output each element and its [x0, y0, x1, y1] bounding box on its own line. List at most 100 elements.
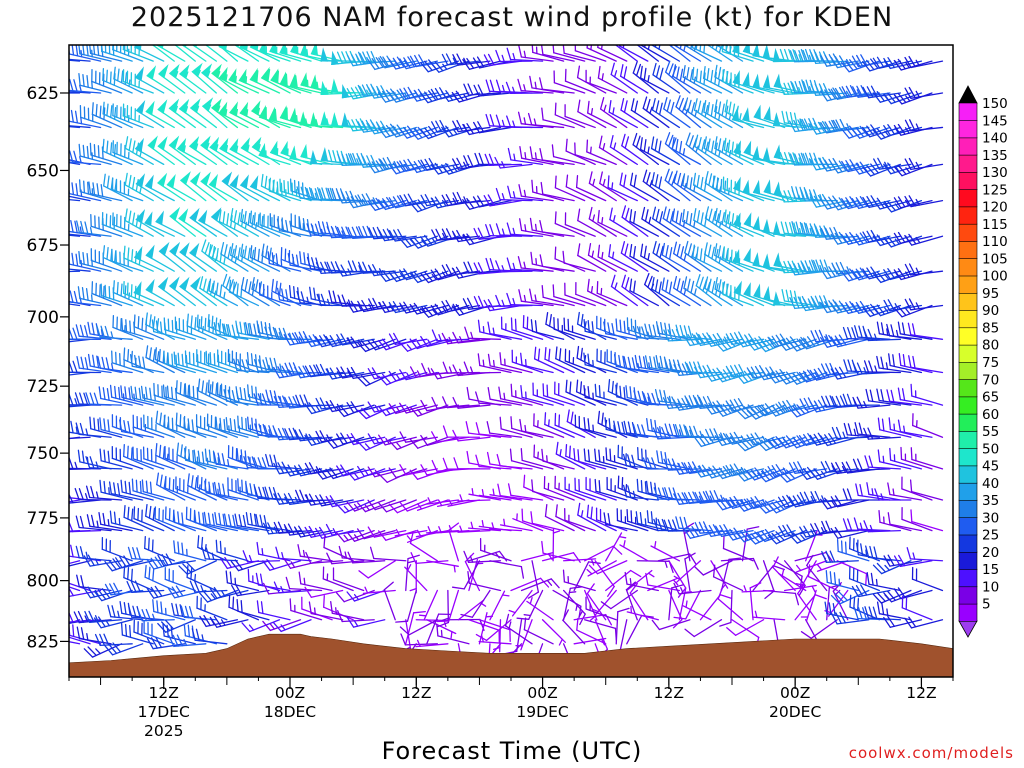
barb-staff [69, 125, 91, 129]
barb-full [57, 288, 59, 300]
barb-full [262, 359, 268, 372]
wind-barb [186, 565, 217, 592]
barb-half [139, 221, 142, 230]
wind-barb [175, 476, 207, 501]
barb-staff [90, 154, 123, 166]
barb-full [123, 245, 126, 259]
barb-staff [69, 195, 91, 202]
barb-full [42, 559, 49, 569]
barb-full [241, 359, 247, 372]
wind-barb [63, 114, 91, 129]
barb-full [166, 385, 170, 399]
barb-pennant [211, 98, 222, 113]
barb-staff [111, 362, 144, 374]
wind-barb [241, 619, 281, 633]
barb-full [109, 71, 112, 85]
barb-full [240, 208, 244, 222]
barb-full [86, 145, 89, 159]
barb-staff [153, 610, 186, 621]
barb-full [123, 565, 126, 579]
barb-full [61, 289, 63, 301]
barb-pennant [279, 105, 287, 121]
barb-full [83, 392, 89, 405]
barb-full [194, 317, 197, 331]
wind-barb [123, 565, 154, 592]
barb-full [215, 247, 219, 261]
barb-half [269, 623, 275, 630]
barb-pennant [158, 241, 170, 257]
barb-full [510, 317, 513, 331]
barb-full [228, 279, 232, 293]
barb-half [86, 633, 89, 641]
wind-barb [133, 45, 165, 62]
barb-full [69, 160, 70, 163]
barb-full [265, 245, 269, 259]
wind-barb [209, 586, 249, 599]
wind-barb [102, 138, 133, 166]
barb-full [167, 587, 176, 599]
barb-full [253, 212, 256, 226]
barb-full [83, 555, 91, 567]
barb-full [138, 387, 142, 401]
barb-staff [123, 516, 154, 532]
barb-full [120, 479, 123, 493]
wind-barb [76, 574, 112, 592]
barb-pennant [290, 45, 298, 55]
wind-barb [50, 290, 81, 307]
barb-full [70, 544, 74, 558]
barb-staff [153, 394, 186, 406]
barb-full [219, 417, 222, 431]
wind-barb [89, 416, 123, 438]
barb-full [63, 114, 66, 125]
barb-half [227, 489, 230, 498]
barb-full [190, 475, 194, 489]
barb-staff [163, 362, 196, 374]
barb-full [151, 319, 155, 333]
wind-barb [151, 319, 186, 340]
barb-full [255, 386, 258, 400]
wind-barb [145, 345, 175, 374]
wind-barb [223, 513, 260, 532]
barb-staff [184, 459, 217, 470]
barb-full [179, 604, 184, 617]
wind-barb [120, 622, 154, 645]
wind-barb [129, 353, 165, 374]
barb-half [54, 366, 56, 372]
wind-barb [78, 72, 112, 94]
barb-staff [269, 190, 302, 202]
wind-barb [78, 143, 112, 166]
barb-staff [144, 576, 175, 592]
barb-full [222, 273, 228, 287]
barb-full [49, 222, 52, 233]
barb-full [88, 610, 95, 623]
barb-full [132, 605, 137, 619]
wind-barb [108, 481, 144, 501]
barb-full [251, 249, 255, 263]
barb-staff [89, 52, 123, 62]
barb-full [103, 418, 106, 432]
barb-half [295, 114, 298, 123]
barb-full [220, 557, 228, 570]
wind-barb [206, 413, 239, 438]
barb-pennant [157, 172, 168, 188]
barb-full [50, 290, 52, 302]
barb-full [192, 450, 195, 464]
barb-full [251, 456, 257, 469]
barb-full [279, 178, 282, 192]
barb-full [49, 187, 52, 198]
barb-full [48, 361, 52, 372]
barb-full [209, 587, 218, 599]
barb-full [82, 144, 85, 158]
wind-barb [111, 177, 144, 202]
barb-full [134, 354, 138, 368]
barb-pennant [200, 135, 211, 150]
barb-full [272, 487, 278, 500]
barb-full [131, 176, 136, 190]
barb-staff [110, 522, 144, 532]
barb-full [89, 456, 95, 469]
barb-full [71, 182, 75, 196]
barb-staff [152, 643, 186, 650]
barb-half [94, 558, 99, 566]
barb-full [88, 181, 92, 195]
barb-full [99, 479, 102, 493]
